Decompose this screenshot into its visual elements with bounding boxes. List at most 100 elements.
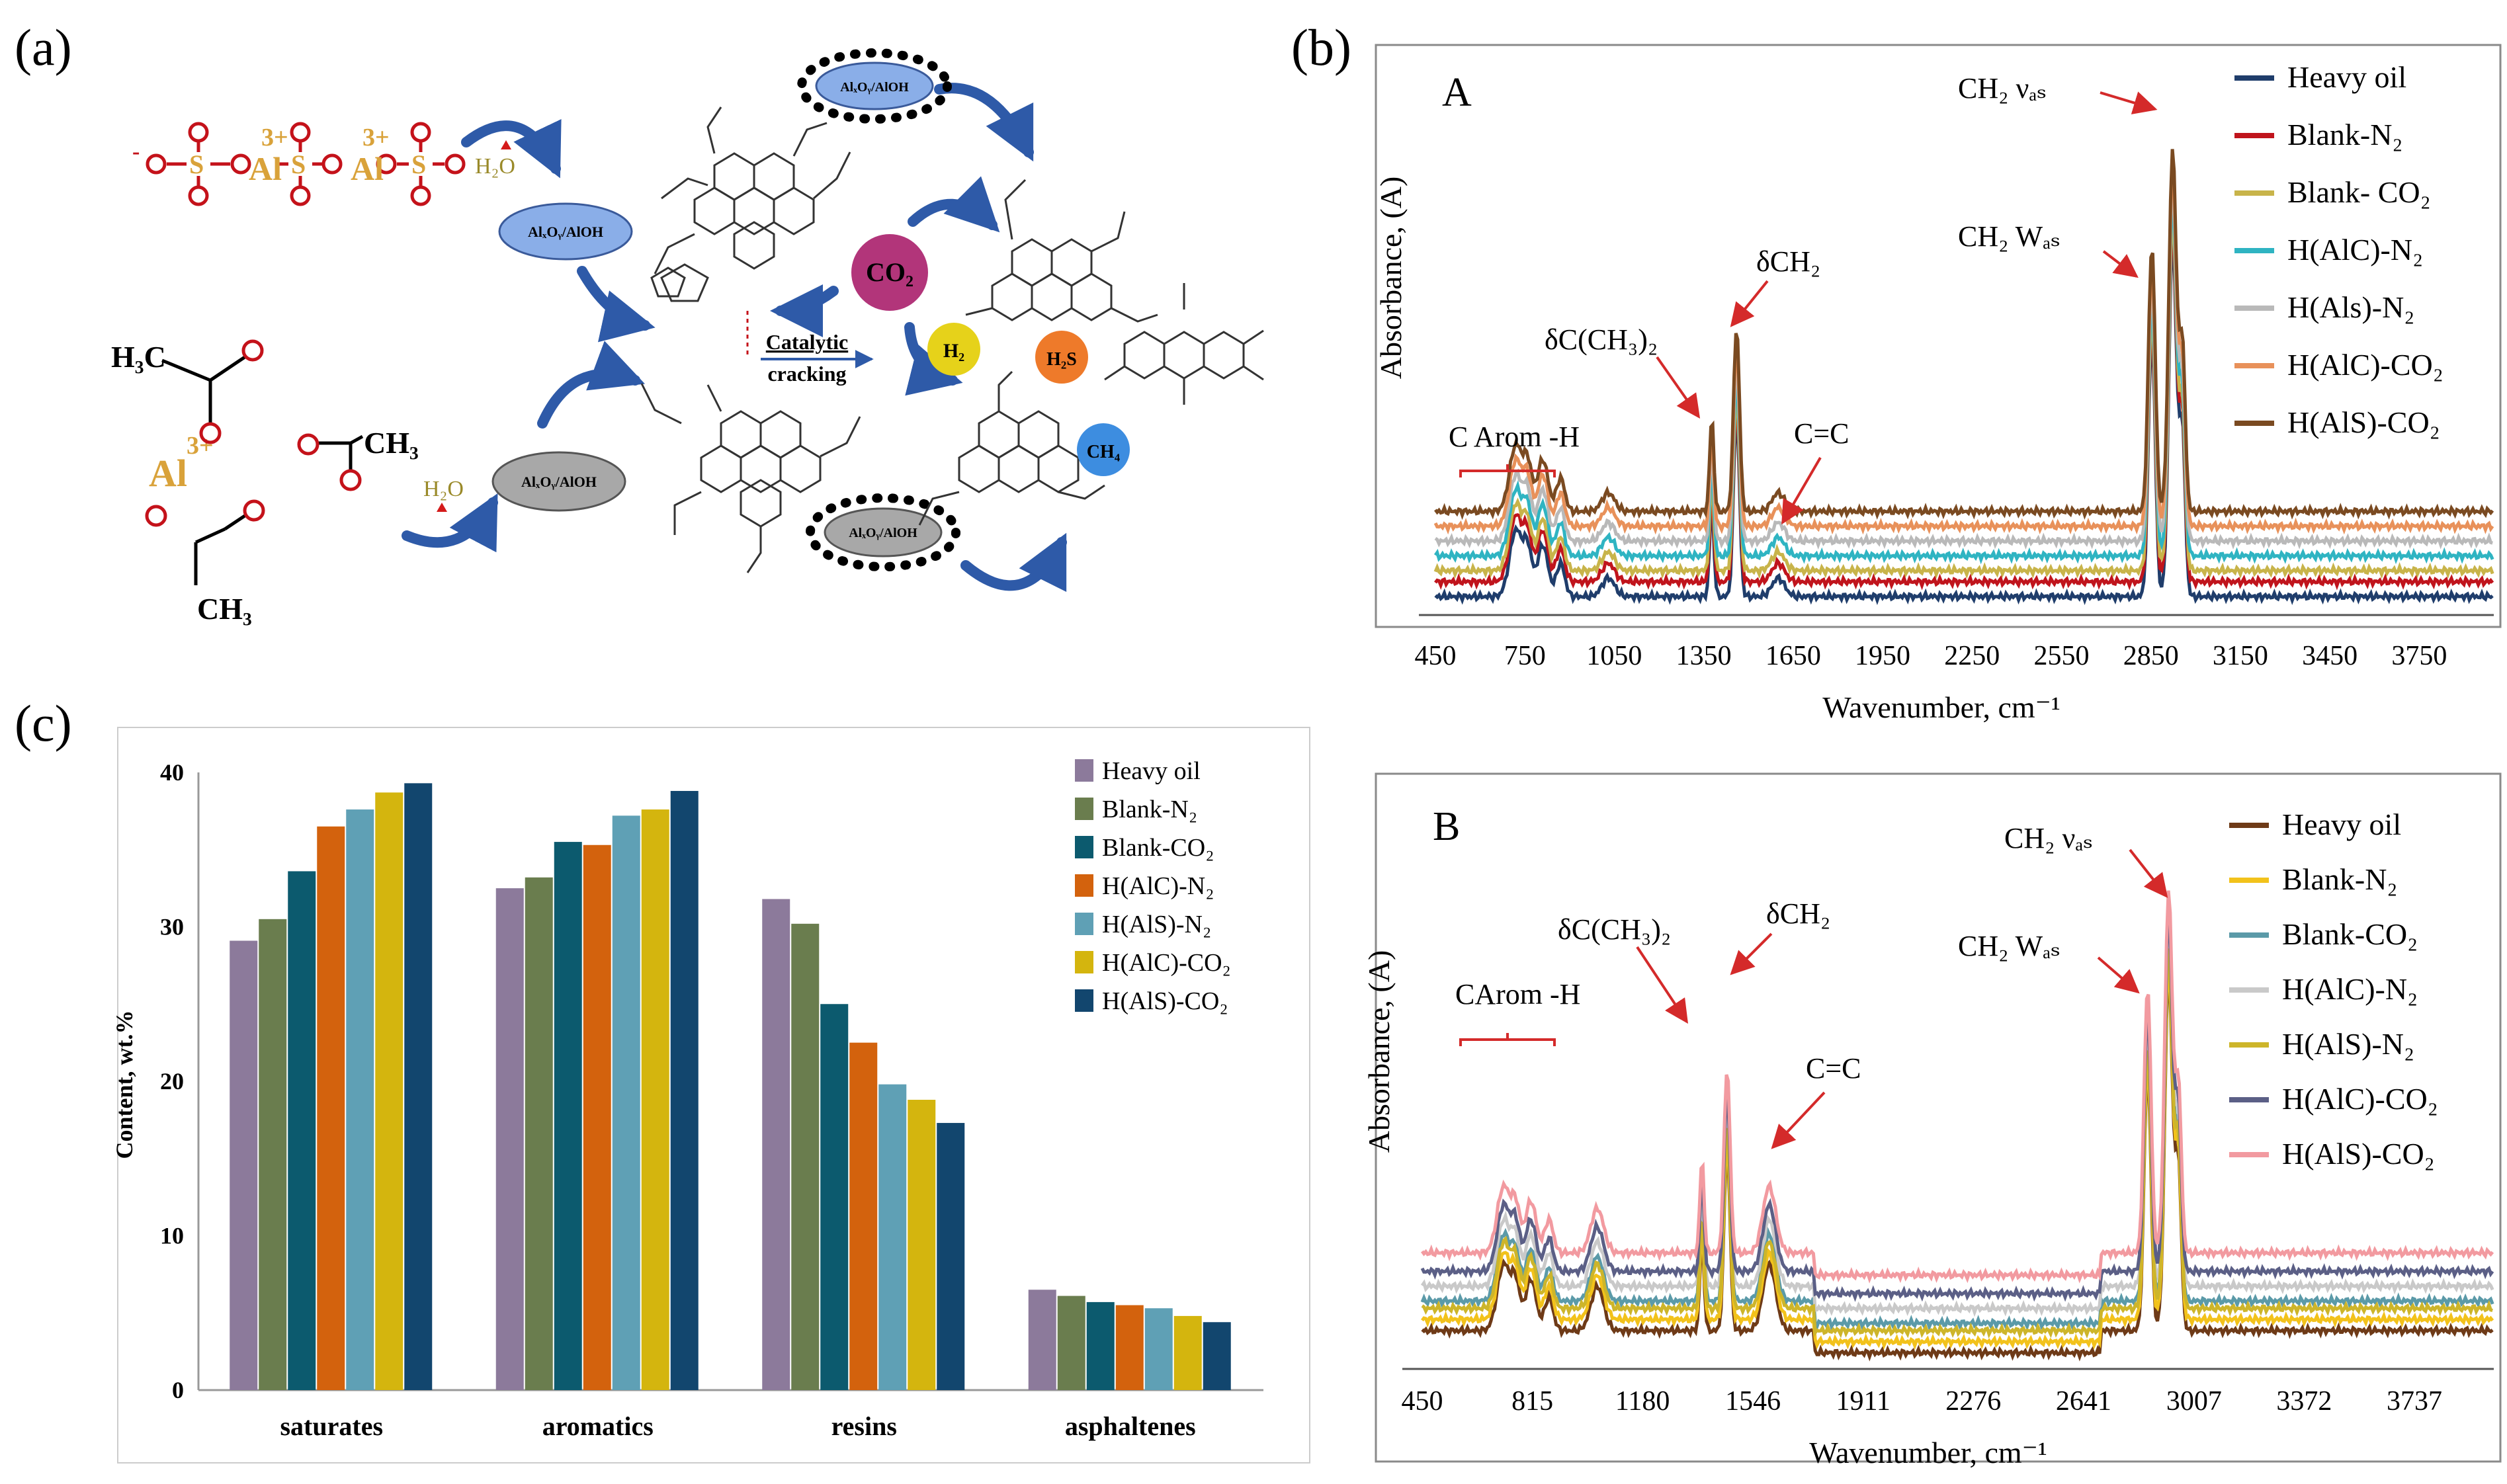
x-tick-label-b: 2641 bbox=[2056, 1386, 2111, 1417]
arrow-ch2v-b bbox=[2129, 848, 2168, 898]
cracking-label-2: cracking bbox=[767, 362, 846, 386]
annotation-dch2-b: δCH₂ bbox=[1766, 897, 1830, 930]
oxide-particle-blue-2: AlₓOᵧ/AlOH bbox=[797, 48, 952, 124]
bar bbox=[495, 888, 524, 1390]
bar bbox=[525, 877, 553, 1390]
bar-y-tick-label: 20 bbox=[160, 1068, 184, 1094]
plot-frame-b bbox=[1375, 772, 2502, 1463]
legend-label: Blank-N₂ bbox=[2282, 862, 2397, 896]
arrow-dcch3-b bbox=[1636, 946, 1688, 1024]
legend-label: H(AlS)-N₂ bbox=[2282, 1027, 2414, 1061]
h2-label: H₂ bbox=[943, 340, 964, 362]
x-tick-label-b: 815 bbox=[1511, 1386, 1553, 1417]
x-tick-label-a: 3750 bbox=[2391, 641, 2447, 671]
ftir-chart-b: B Absorbance, (A) Wavenumber, cm⁻¹ 450 81… bbox=[1362, 772, 2502, 1469]
aluminium-ion-2: Al bbox=[351, 150, 384, 187]
bar-y-tick-label: 0 bbox=[172, 1377, 184, 1403]
legend-label: H(AlS)-CO₂ bbox=[2282, 1137, 2435, 1171]
x-tick-label-a: 3150 bbox=[2213, 641, 2268, 671]
bar-legend-swatch bbox=[1075, 874, 1093, 897]
series-group-b bbox=[1420, 890, 2494, 1362]
water-label-bottom: H₂O bbox=[423, 477, 464, 501]
spectrum-line bbox=[1421, 955, 2494, 1350]
panel-tag-b: B bbox=[1433, 804, 1460, 849]
asphaltene-molecule-top bbox=[654, 106, 851, 302]
bar bbox=[1028, 1290, 1056, 1390]
oxide-label-1: AlₓOᵧ/AlOH bbox=[528, 224, 603, 240]
legend-label: Blank-CO₂ bbox=[2282, 917, 2418, 951]
bar-legend-swatch bbox=[1075, 913, 1093, 935]
x-tick-label-b: 1546 bbox=[1725, 1386, 1781, 1417]
bar bbox=[762, 899, 790, 1390]
spectrum-line bbox=[1420, 911, 2494, 1302]
bar bbox=[820, 1004, 849, 1390]
spectrum-line bbox=[1420, 937, 2494, 1332]
co2-label: CO₂ bbox=[866, 257, 914, 287]
spectrum-line bbox=[1433, 207, 2494, 579]
bar-legend-swatch bbox=[1075, 989, 1093, 1012]
h2s-label: H₂S bbox=[1046, 349, 1077, 370]
bar bbox=[404, 783, 433, 1390]
annotation-dcch3-a: δC(CH₃)₂ bbox=[1545, 323, 1658, 356]
x-tick-label-a: 2850 bbox=[2123, 641, 2179, 671]
bar-legend-swatch bbox=[1075, 951, 1093, 973]
spectrum-line bbox=[1420, 925, 2494, 1317]
bar bbox=[1086, 1301, 1115, 1390]
product-molecule-right-top bbox=[965, 179, 1158, 323]
ftir-chart-a: A Absorbance, (A) Wavenumber, cm⁻¹ 450 75… bbox=[1374, 44, 2502, 724]
bar-legend-swatch bbox=[1075, 798, 1093, 820]
x-tick-label-a: 1650 bbox=[1765, 641, 1821, 671]
x-ticks-b: 450 815 1180 1546 1911 2276 2641 3007 3372 3737 bbox=[1402, 1386, 2442, 1417]
bar-y-tick-label: 40 bbox=[160, 759, 184, 786]
arrow-ch2w-b bbox=[2097, 956, 2140, 994]
bar bbox=[849, 1042, 878, 1390]
panel-label-a: (a) bbox=[15, 19, 72, 76]
coumarin-molecule bbox=[1104, 283, 1264, 405]
legend-label: H(Als)-N₂ bbox=[2287, 290, 2414, 324]
bar-legend-label: H(AlC)-N₂ bbox=[1102, 872, 1214, 900]
bar bbox=[346, 809, 374, 1390]
h2-sphere: H₂ bbox=[927, 323, 980, 376]
spectrum-line bbox=[1434, 217, 2494, 591]
x-tick-label-a: 1950 bbox=[1855, 641, 1910, 671]
panel-tag-a: A bbox=[1442, 70, 1472, 115]
sara-bar-chart: Content, wt.% 0 10 20 30 40 saturates aromati… bbox=[111, 727, 1310, 1463]
spectrum-line bbox=[1421, 890, 2494, 1284]
oxide-particle-grey-2: AlₓOᵧ/AlOH bbox=[806, 493, 960, 571]
bar-y-tick-label: 30 bbox=[160, 914, 184, 940]
bar bbox=[317, 826, 345, 1390]
spectrum-line bbox=[1421, 968, 2494, 1362]
annotation-cc-a: C=C bbox=[1794, 417, 1849, 450]
bar bbox=[230, 940, 258, 1390]
oxide-particle-grey-1: AlₓOᵧ/AlOH bbox=[491, 451, 626, 512]
ch4-label: CH₄ bbox=[1087, 442, 1121, 462]
oxide-label-4: AlₓOᵧ/AlOH bbox=[849, 526, 917, 540]
methyl-label-2: CH₃ bbox=[364, 426, 419, 460]
bar bbox=[878, 1084, 907, 1390]
x-tick-label-b: 3007 bbox=[2166, 1386, 2222, 1417]
x-tick-label-a: 1350 bbox=[1676, 641, 1732, 671]
bar bbox=[554, 842, 582, 1390]
bar bbox=[612, 815, 640, 1390]
arrow-ch2w-a bbox=[2102, 250, 2139, 278]
aluminium-sulfate-structure: S S S Al 3+ Al 3+ - bbox=[132, 122, 466, 206]
x-tick-label-b: 450 bbox=[1402, 1386, 1443, 1417]
heat-triangle-top bbox=[501, 140, 511, 149]
bar-category-label: aromatics bbox=[542, 1411, 654, 1441]
y-axis-label-a: Absorbance, (A) bbox=[1374, 177, 1408, 380]
x-tick-label-b: 2276 bbox=[1945, 1386, 2001, 1417]
legend-label: H(AlC)-CO₂ bbox=[2282, 1082, 2438, 1116]
methyl-label-3: CH₃ bbox=[197, 592, 252, 626]
water-label-top: H₂O bbox=[475, 154, 515, 179]
sulfur-1: S bbox=[189, 149, 204, 179]
sulfur-3: S bbox=[411, 149, 426, 179]
bar bbox=[937, 1123, 965, 1390]
y-axis-label-b: Absorbance, (A) bbox=[1362, 950, 1396, 1153]
bar-y-axis-label: Content, wt.% bbox=[111, 1010, 138, 1159]
arrow-ch2v-a bbox=[2100, 91, 2158, 114]
spectrum-line bbox=[1434, 181, 2493, 550]
aluminium-charge-1: 3+ bbox=[261, 124, 288, 151]
legend-label: H(AlC)-N₂ bbox=[2287, 233, 2423, 267]
bar bbox=[1203, 1322, 1231, 1390]
bar-series-group bbox=[230, 783, 1231, 1390]
